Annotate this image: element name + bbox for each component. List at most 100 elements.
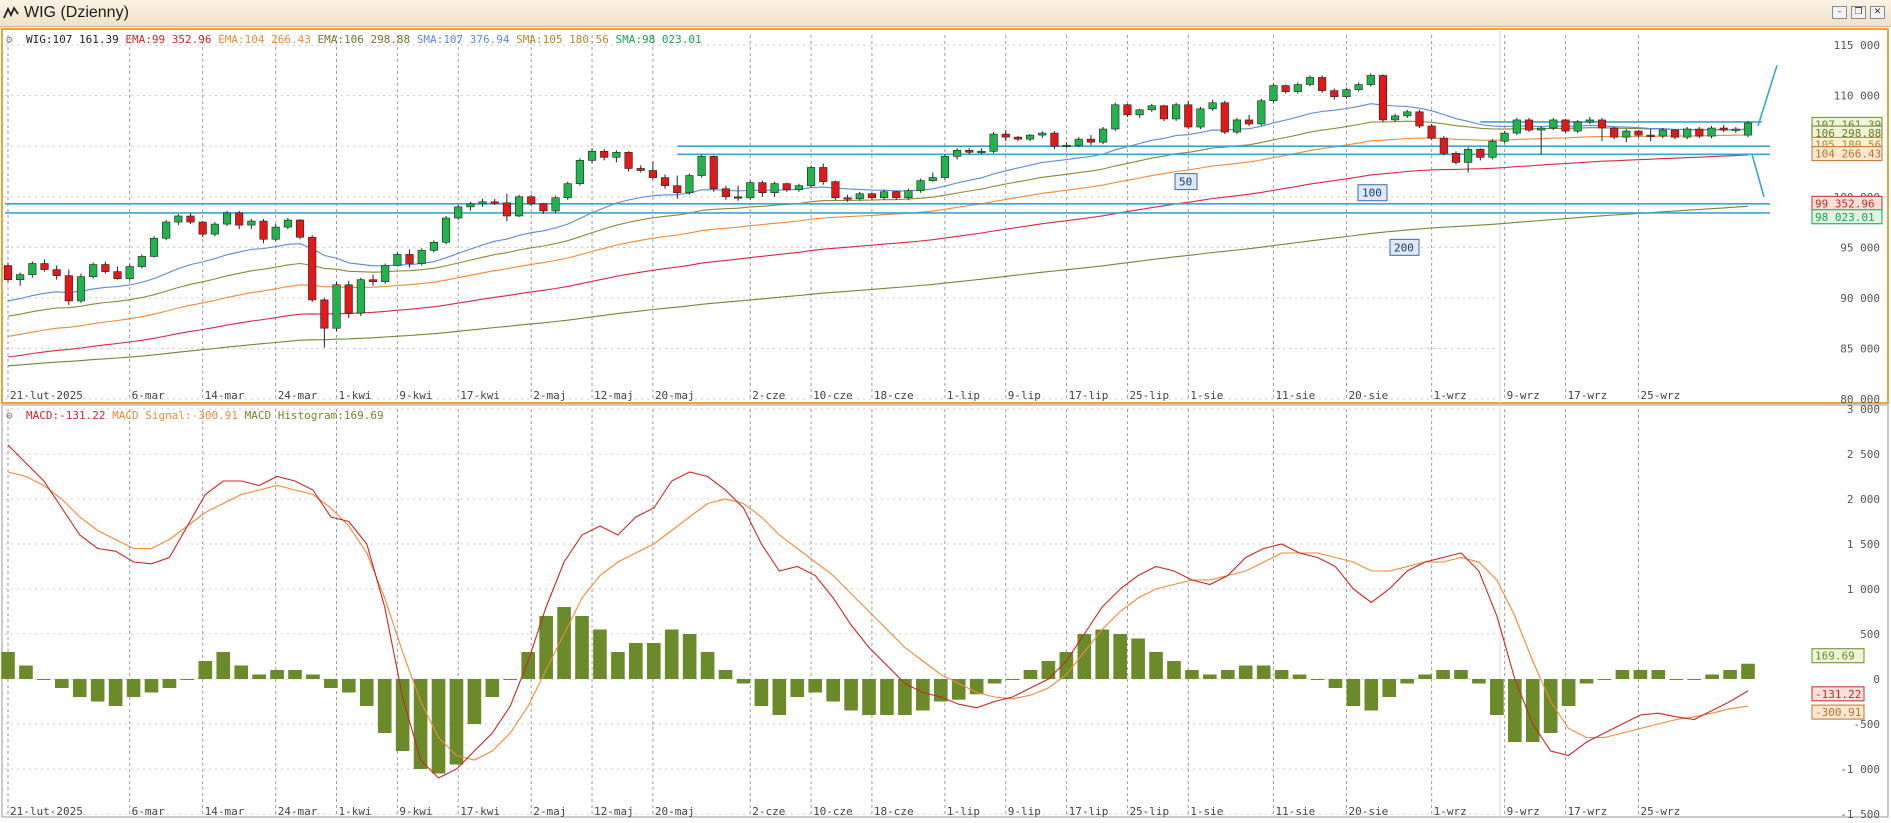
candle-body [1512, 119, 1521, 134]
macd-histogram-bar [1310, 679, 1325, 680]
macd-legend: MACD:-131.22 MACD Signal:-300.91 MACD Hi… [26, 409, 384, 422]
restore-button[interactable]: ❐ [1851, 6, 1866, 19]
candle-body [1074, 138, 1083, 146]
macd-histogram-bar [1490, 679, 1504, 715]
macd-histogram-bar [987, 679, 1002, 684]
candle-body [149, 237, 159, 257]
x-axis-label: 24-mar [278, 389, 318, 402]
macd-histogram-bar [54, 679, 69, 688]
candle-body [502, 202, 511, 217]
macd-histogram-bar [1436, 670, 1450, 679]
macd-histogram-bar [1669, 679, 1684, 680]
candle-body [1135, 109, 1144, 116]
candle-body [928, 177, 937, 181]
x-axis-label: 9-wrz [1507, 805, 1540, 818]
candle-body [1013, 136, 1023, 140]
x-axis-label: 10-cze [813, 389, 853, 402]
target-up-line [1757, 65, 1778, 127]
ma-period-label-box [1357, 184, 1388, 202]
candle-body [308, 236, 317, 301]
price-axis-label: 85 000 [1840, 342, 1880, 355]
candle-body [283, 219, 292, 228]
x-axis-label: 1-kwi [339, 389, 372, 402]
chart-icon [3, 6, 19, 19]
x-axis-label: 14-mar [205, 805, 245, 818]
macd-histogram-bar [1256, 665, 1271, 679]
close-button[interactable]: ✕ [1870, 6, 1885, 19]
candle-body [709, 156, 718, 189]
macd-histogram-bar [826, 679, 840, 702]
macd-histogram-bar [180, 679, 195, 680]
macd-histogram-bar [1095, 629, 1110, 679]
price-value-tag-text: 106 298.88 [1815, 127, 1881, 140]
candle-body [1257, 100, 1266, 125]
candle-body [600, 150, 609, 158]
candle-body [64, 275, 73, 302]
x-axis-label: 6-mar [132, 389, 165, 402]
macd-histogram-bar [682, 634, 697, 679]
candle-body [1549, 119, 1558, 129]
candle-body [660, 177, 670, 186]
candle-body [271, 226, 280, 240]
x-axis-label: 17-kwi [460, 389, 500, 402]
candle-body [977, 150, 986, 154]
candle-body [1731, 128, 1740, 131]
candle-body [222, 212, 232, 225]
candle-body [904, 190, 913, 199]
x-axis-label: 17-lip [1069, 389, 1109, 402]
window-controls: – ❐ ✕ [1832, 6, 1885, 19]
macd-histogram-bar [108, 679, 123, 706]
macd-axis-label: -1 500 [1840, 808, 1880, 819]
macd-histogram-bar [844, 679, 858, 711]
candle-body [162, 221, 171, 239]
candle-body [381, 265, 390, 283]
candle-body [295, 219, 305, 238]
macd-histogram-bar [790, 679, 805, 697]
x-axis-label: 1-lip [947, 389, 980, 402]
candle-body [1245, 119, 1254, 125]
candle-body [527, 196, 536, 205]
candle-body [454, 206, 463, 219]
candle-body [673, 185, 682, 194]
candle-body [843, 197, 852, 200]
candle-body [405, 254, 414, 264]
candle-body [344, 284, 353, 314]
macd-histogram-bar [1292, 674, 1307, 679]
candle-body [1366, 75, 1375, 85]
candle-body [1658, 129, 1667, 137]
price-axis-label: 90 000 [1840, 292, 1880, 305]
macd-histogram-bar [342, 679, 356, 693]
macd-histogram-bar [324, 679, 338, 688]
candle-body [1427, 125, 1436, 139]
x-axis-label: 1-sie [1190, 389, 1223, 402]
macd-histogram-bar [413, 679, 428, 769]
candle-body [113, 271, 122, 279]
macd-panel-frame [1, 404, 1889, 818]
candle-body [1707, 127, 1716, 137]
x-axis-label: 18-cze [874, 389, 914, 402]
candle-body [770, 183, 779, 194]
macd-axis-label: -1 000 [1840, 763, 1880, 776]
candle-body [16, 274, 25, 280]
macd-histogram-bar [1579, 679, 1594, 684]
macd-histogram-bar [1203, 674, 1217, 679]
macd-histogram-bar [593, 629, 607, 679]
macd-histogram-bar [1005, 679, 1020, 680]
x-axis-label: 14-mar [205, 389, 245, 402]
candle-body [1354, 84, 1363, 90]
x-axis-label: 25-lip [1129, 389, 1169, 402]
macd-histogram-bar [736, 679, 751, 684]
sma100-line [7, 154, 1749, 358]
macd-axis-label: -500 [1854, 718, 1881, 731]
x-axis-label: 2-cze [752, 805, 785, 818]
x-axis-label: 20-sie [1348, 389, 1388, 402]
minimize-button[interactable]: – [1832, 6, 1847, 19]
macd-histogram-bar [754, 679, 769, 706]
x-axis-label: 1-kwi [339, 805, 372, 818]
macd-histogram-bar [772, 679, 787, 715]
macd-histogram-bar [575, 616, 589, 679]
macd-value-tag-text: 169.69 [1815, 650, 1855, 663]
candle-body [125, 266, 134, 279]
macd-line [7, 444, 1749, 779]
